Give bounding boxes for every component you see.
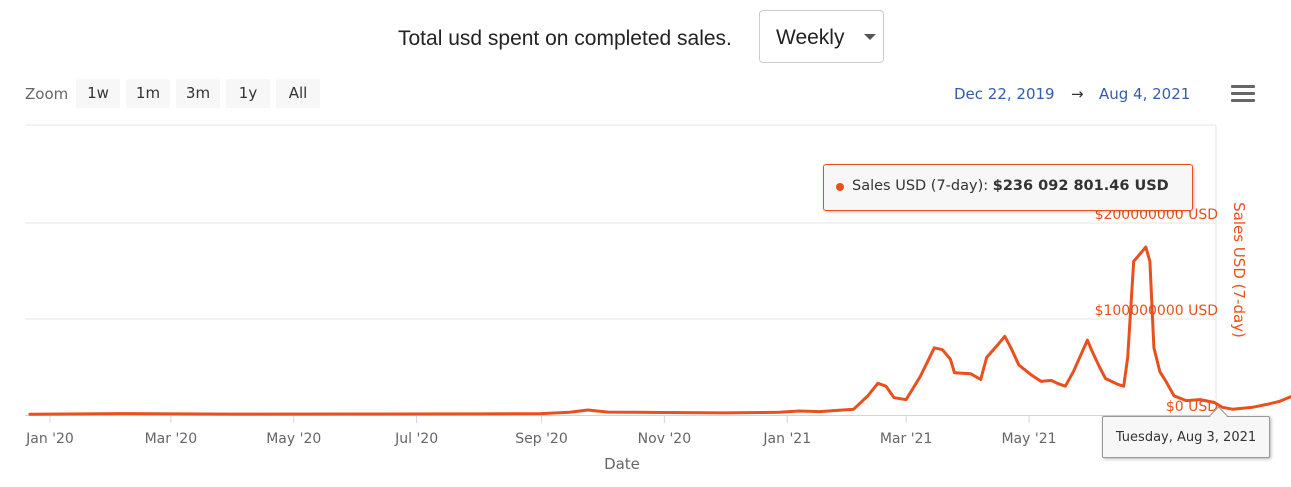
series-dot-icon [836,183,844,191]
period-select[interactable]: Weekly [759,10,884,63]
x-axis: Jan '20 Mar '20 May '20 Jul '20 Sep '20 Nov '… [25,415,1216,447]
y-axis: $0 USD $100000000 USD $200000000 USD [1095,207,1218,415]
tooltip-value: $236 092 801.46 USD [992,178,1169,194]
chevron-down-icon [864,34,876,40]
x-axis-title: Date [604,455,640,473]
range-from[interactable]: Dec 22, 2019 [954,85,1055,103]
x-tick-label: May '21 [1001,431,1056,447]
grid-lines [25,124,1217,415]
series-line [28,245,1291,416]
chart-tooltip: Sales USD (7-day): $236 092 801.46 USD [823,164,1193,211]
y-axis-title: Sales USD (7-day) [1230,202,1248,338]
x-tick-label: Nov '20 [638,431,691,447]
x-tick-label: Jul '20 [394,431,438,447]
x-tick-label: Sep '20 [515,431,568,447]
range-arrow-icon: → [1071,85,1084,103]
series-layer [28,245,1291,416]
chart-title: Total usd spent on completed sales. [398,27,732,50]
zoom-button-all[interactable]: All [276,79,320,108]
period-select-value: Weekly [776,26,845,49]
zoom-button-1m[interactable]: 1m [126,79,170,108]
date-flag: Tuesday, Aug 3, 2021 [1102,406,1270,458]
x-tick-label: Mar '21 [880,431,933,447]
date-flag-label: Tuesday, Aug 3, 2021 [1115,430,1257,445]
zoom-label: Zoom [25,85,69,103]
zoom-button-1y[interactable]: 1y [226,79,270,108]
x-tick-label: Mar '20 [145,431,198,447]
y-tick-label: $0 USD [1166,399,1218,415]
zoom-button-3m[interactable]: 3m [176,79,220,108]
x-tick-label: May '20 [266,431,321,447]
y-tick-label: $100000000 USD [1095,303,1218,319]
x-tick-label: Jan '20 [25,431,74,447]
x-tick-label: Jan '21 [762,431,811,447]
y-tick-label: $200000000 USD [1095,207,1218,223]
hamburger-menu-icon[interactable] [1231,85,1255,103]
range-to[interactable]: Aug 4, 2021 [1099,85,1191,103]
zoom-button-1w[interactable]: 1w [76,79,120,108]
tooltip-series-name: Sales USD (7-day): [852,178,989,194]
